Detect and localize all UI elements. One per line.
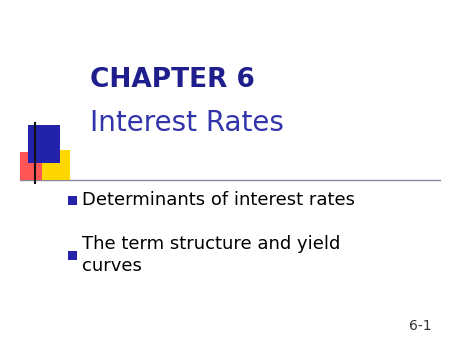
Text: Interest Rates: Interest Rates (90, 109, 284, 137)
Text: Determinants of interest rates: Determinants of interest rates (82, 191, 355, 209)
Text: 6-1: 6-1 (410, 319, 432, 333)
Bar (68, 250, 77, 260)
Bar (28, 125, 60, 163)
Text: The term structure and yield
curves: The term structure and yield curves (82, 235, 340, 275)
Bar (68, 195, 77, 204)
Text: CHAPTER 6: CHAPTER 6 (90, 67, 255, 93)
Bar (20, 152, 48, 180)
Bar (42, 150, 70, 180)
